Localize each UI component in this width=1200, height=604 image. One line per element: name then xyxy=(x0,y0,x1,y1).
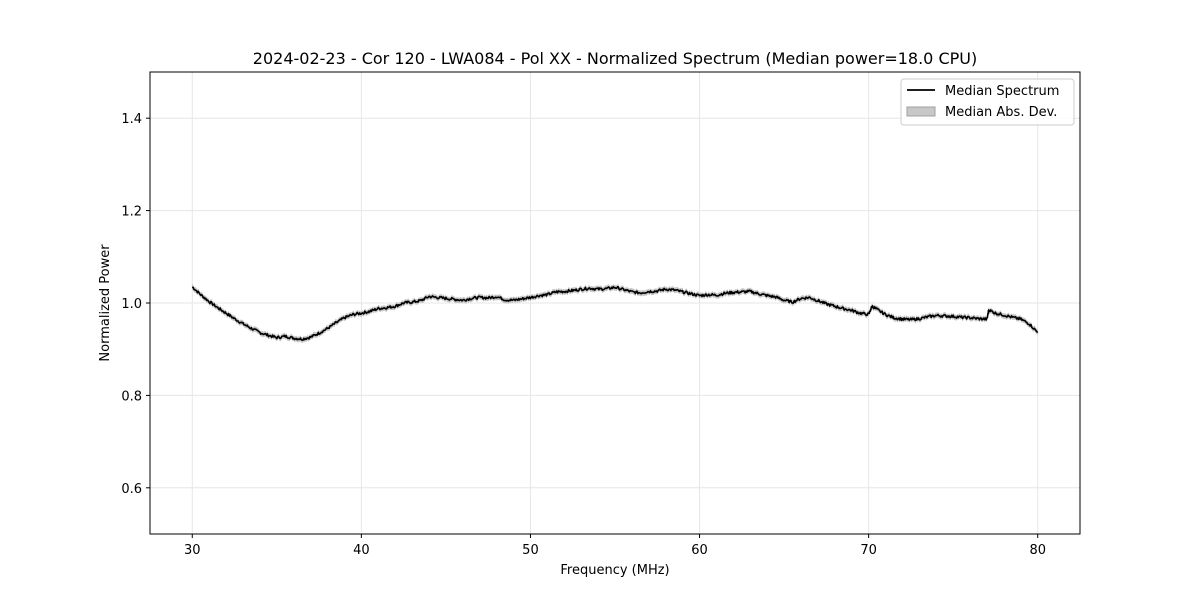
x-axis-label: Frequency (MHz) xyxy=(560,563,669,578)
legend-label-median-spectrum: Median Spectrum xyxy=(945,84,1059,99)
y-tick-label: 1.2 xyxy=(121,205,142,220)
y-axis-ticks: 0.6 0.8 1.0 1.2 1.4 xyxy=(121,112,150,497)
y-tick-label: 1.4 xyxy=(121,112,142,127)
x-axis-ticks: 30 40 50 60 70 80 xyxy=(184,534,1046,558)
x-tick-label: 80 xyxy=(1029,543,1046,558)
x-tick-label: 70 xyxy=(860,543,877,558)
legend: Median Spectrum Median Abs. Dev. xyxy=(900,78,1075,126)
y-tick-label: 0.8 xyxy=(121,389,142,404)
x-tick-label: 30 xyxy=(184,543,201,558)
x-tick-label: 60 xyxy=(691,543,708,558)
y-tick-label: 0.6 xyxy=(121,482,142,497)
x-tick-label: 40 xyxy=(353,543,370,558)
chart-title: 2024-02-23 - Cor 120 - LWA084 - Pol XX -… xyxy=(253,49,977,68)
legend-label-median-abs-dev: Median Abs. Dev. xyxy=(945,105,1057,120)
legend-box xyxy=(900,78,1075,126)
legend-band-swatch xyxy=(906,106,936,117)
median-spectrum-line xyxy=(191,285,1039,342)
y-axis-label: Normalized Power xyxy=(98,244,113,362)
line-layer xyxy=(191,285,1039,342)
x-tick-label: 50 xyxy=(522,543,539,558)
y-tick-label: 1.0 xyxy=(121,297,142,312)
